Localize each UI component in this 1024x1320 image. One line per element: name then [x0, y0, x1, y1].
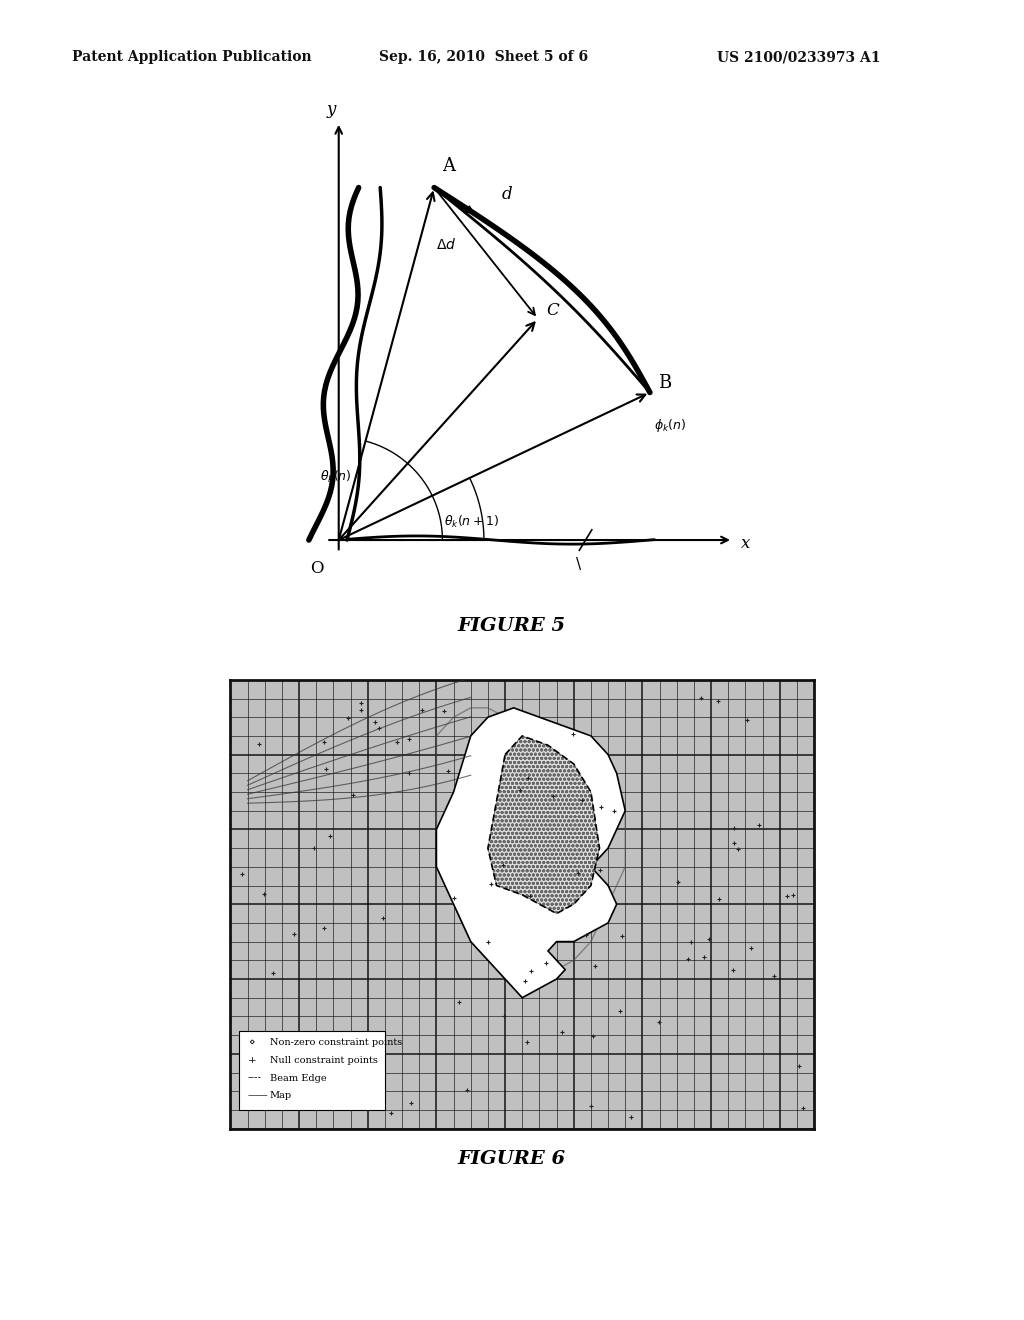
- Text: Null constraint points: Null constraint points: [270, 1056, 378, 1065]
- Text: $\theta_k(n+1)$: $\theta_k(n+1)$: [444, 515, 499, 531]
- Text: A: A: [442, 157, 456, 176]
- Text: ----: ----: [248, 1073, 261, 1082]
- Text: ——: ——: [248, 1092, 268, 1101]
- Text: $\theta_k(n)$: $\theta_k(n)$: [321, 470, 352, 486]
- Text: $\diamond$: $\diamond$: [248, 1038, 255, 1047]
- Polygon shape: [487, 737, 599, 913]
- Text: FIGURE 5: FIGURE 5: [458, 616, 566, 635]
- Text: FIGURE 6: FIGURE 6: [458, 1150, 566, 1168]
- Text: $\Delta d$: $\Delta d$: [436, 238, 457, 252]
- Polygon shape: [436, 708, 626, 998]
- Text: US 2100/0233973 A1: US 2100/0233973 A1: [717, 50, 881, 65]
- Text: +: +: [248, 1056, 256, 1065]
- Text: Beam Edge: Beam Edge: [270, 1073, 327, 1082]
- Text: x: x: [741, 535, 751, 552]
- Text: Map: Map: [270, 1092, 292, 1101]
- Text: Patent Application Publication: Patent Application Publication: [72, 50, 311, 65]
- FancyBboxPatch shape: [239, 1031, 385, 1110]
- Text: Non-zero constraint points: Non-zero constraint points: [270, 1038, 402, 1047]
- Text: $\phi_k(n)$: $\phi_k(n)$: [654, 417, 686, 434]
- Text: Sep. 16, 2010  Sheet 5 of 6: Sep. 16, 2010 Sheet 5 of 6: [379, 50, 588, 65]
- Text: B: B: [658, 375, 672, 392]
- Text: d: d: [502, 186, 513, 203]
- Text: O: O: [309, 560, 324, 577]
- Text: $\backslash$: $\backslash$: [575, 554, 583, 572]
- Text: C: C: [546, 301, 559, 318]
- Text: y: y: [327, 100, 336, 117]
